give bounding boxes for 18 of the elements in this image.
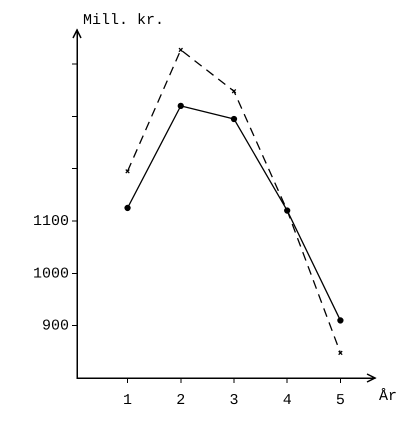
x-tick-label: 5: [336, 392, 345, 409]
x-tick-label: 2: [176, 392, 186, 409]
x-tick-label: 1: [123, 392, 132, 409]
y-tick-label: 1100: [32, 212, 69, 230]
y-axis-title: Mill. kr.: [83, 12, 164, 29]
y-tick-label: 1000: [32, 265, 69, 282]
point: [178, 102, 184, 110]
point: [337, 317, 344, 324]
x-tick-label: 4: [282, 392, 292, 409]
point: [338, 350, 343, 356]
point: [230, 116, 238, 122]
x-axis-title: År: [379, 388, 398, 405]
point: [178, 47, 184, 52]
point: [125, 168, 130, 174]
y-tick-label: 900: [42, 318, 69, 335]
x-tick-label: 3: [229, 392, 238, 409]
point: [124, 204, 131, 212]
point: [232, 88, 236, 94]
